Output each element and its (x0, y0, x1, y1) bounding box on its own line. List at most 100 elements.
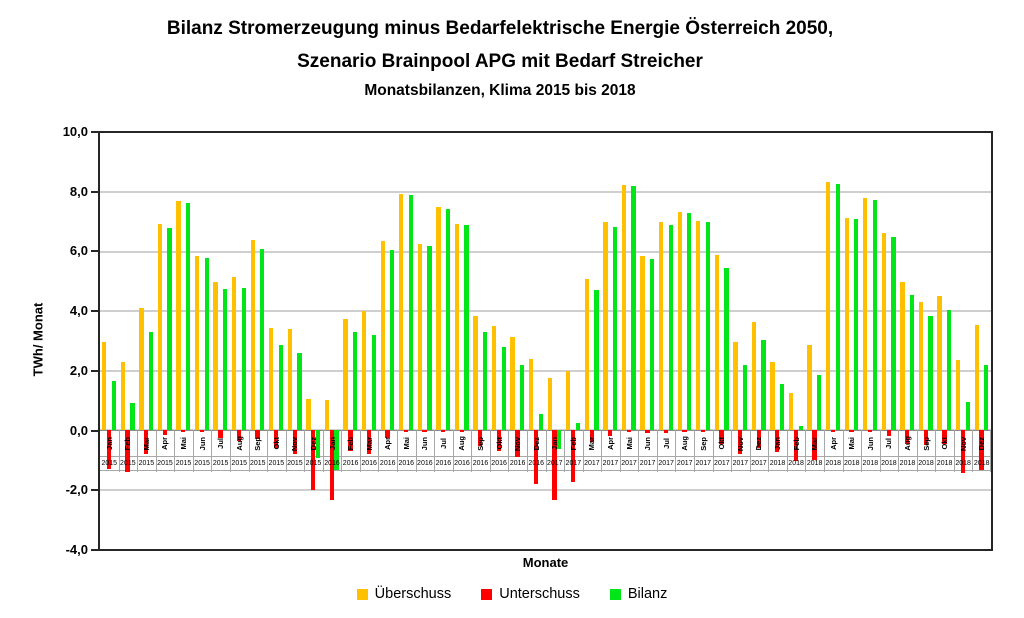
bar-ueberschuss (380, 241, 385, 431)
bar-unterschuss (608, 430, 613, 437)
y-tick-label: 2,0 (69, 362, 88, 378)
month-label: Dez (750, 431, 769, 456)
year-label: 2015 (138, 460, 155, 468)
x-axis-title: Monate (522, 555, 569, 570)
month-label-text: Aug (680, 436, 690, 451)
chart-title-line3: Monatsbilanzen, Klima 2015 bis 2018 (364, 82, 636, 99)
bar-bilanz (891, 237, 896, 431)
axis-cell-separator (155, 430, 157, 473)
month-label-text: Aug (234, 436, 244, 451)
y-tick-mark (91, 250, 98, 253)
month-label: Apr (601, 431, 620, 456)
year-label: 2017 (751, 460, 767, 468)
y-tick-label: 0,0 (69, 422, 88, 438)
bar-ueberschuss (287, 329, 293, 431)
year-label: 2016 (361, 460, 377, 468)
month-label-text: Mar (141, 436, 151, 451)
bar-ueberschuss (863, 198, 868, 431)
axis-cell-separator (526, 430, 528, 473)
axis-cell-separator (768, 430, 770, 473)
bar-bilanz (445, 208, 451, 431)
bar-bilanz (984, 364, 989, 431)
month-label: Mai (620, 431, 639, 456)
bar-ueberschuss (306, 398, 311, 431)
month-label-text: Mar (587, 436, 597, 451)
bar-ueberschuss (584, 278, 590, 431)
month-label-text: Jul (661, 438, 671, 450)
bar-unterschuss (236, 430, 242, 441)
bar-unterschuss (756, 430, 761, 448)
bar-bilanz (204, 257, 209, 431)
month-label-text: Jun (197, 436, 207, 451)
month-label-text: Jun (420, 436, 430, 451)
y-axis-title: TWh/ Monat (30, 302, 46, 377)
bar-ueberschuss (974, 324, 979, 431)
y-tick-mark (91, 190, 98, 193)
axis-cell-separator (749, 430, 751, 473)
legend-label: Überschuss (374, 586, 452, 602)
y-tick-mark (91, 489, 98, 492)
year-label: 2017 (658, 460, 674, 468)
axis-cell-separator (267, 430, 269, 473)
bar-ueberschuss (677, 211, 682, 431)
month-label-text: Okt (940, 437, 950, 450)
axis-cell-separator (322, 430, 324, 473)
year-label: 2018 (806, 460, 823, 468)
axis-cell-separator (471, 430, 473, 473)
y-tick-label: 10,0 (62, 124, 88, 139)
bar-unterschuss (700, 430, 706, 432)
bar-bilanz (724, 268, 729, 431)
month-label-text: Jan (773, 437, 783, 451)
month-label-text: Feb (791, 436, 801, 451)
bar-unterschuss (589, 430, 594, 443)
bar-unterschuss (663, 430, 669, 434)
axis-cell-separator (582, 430, 584, 473)
year-label: 2018 (769, 460, 786, 468)
bar-bilanz (520, 364, 525, 431)
bar-unterschuss (867, 430, 873, 432)
axis-cell-separator (823, 430, 825, 473)
plot-area: Jan 2015 Feb 2015 Mar 2015 Apr 2015 Mai 2015 Jun 20… (98, 131, 993, 551)
bar-bilanz (668, 225, 673, 431)
month-label: Mai (843, 431, 862, 456)
y-tick-mark (91, 429, 98, 432)
month-label-text: Jun (865, 436, 875, 451)
bar-unterschuss (403, 430, 409, 432)
year-label: 2016 (398, 460, 415, 468)
bar-unterschuss (273, 430, 279, 448)
gridline (100, 191, 991, 194)
bar-unterschuss (144, 430, 149, 454)
axis-cell-separator (564, 430, 566, 473)
year-label: 2015 (231, 460, 247, 468)
chart-title-line1: Bilanz Stromerzeugung minus Bedarfelektr… (166, 18, 834, 39)
bar-bilanz (148, 332, 154, 431)
axis-cell-separator (656, 430, 658, 473)
year-label: 2015 (120, 460, 136, 468)
axis-cell-separator (229, 430, 231, 473)
month-label: Aug (898, 431, 917, 456)
axis-cell-separator (452, 430, 454, 473)
axis-cell-separator (879, 430, 881, 473)
bar-ueberschuss (807, 345, 812, 431)
bar-ueberschuss (157, 223, 163, 431)
bar-ueberschuss (621, 185, 627, 431)
year-label: 2017 (602, 460, 619, 468)
gridline (100, 250, 991, 253)
year-label: 2017 (732, 460, 749, 468)
bar-unterschuss (125, 430, 130, 472)
axis-cell-separator (675, 430, 677, 473)
y-tick-label: 6,0 (69, 243, 88, 259)
bar-ueberschuss (436, 207, 441, 431)
bar-ueberschuss (751, 321, 757, 431)
axis-cell-separator (731, 430, 733, 473)
axis-cell-separator (712, 430, 714, 473)
month-label-text: Okt (271, 437, 281, 450)
plot-inner: Jan 2015 Feb 2015 Mar 2015 Apr 2015 Mai 2015 Jun 20… (100, 133, 991, 549)
gridline (100, 310, 991, 313)
month-label-text: Okt (717, 437, 727, 450)
axis-cell-separator (508, 430, 510, 473)
bar-bilanz (594, 290, 599, 431)
bar-bilanz (371, 335, 376, 431)
month-label: Jul (880, 431, 899, 456)
chart-title: Bilanz Stromerzeugung minus Bedarfelektr… (0, 12, 1000, 104)
